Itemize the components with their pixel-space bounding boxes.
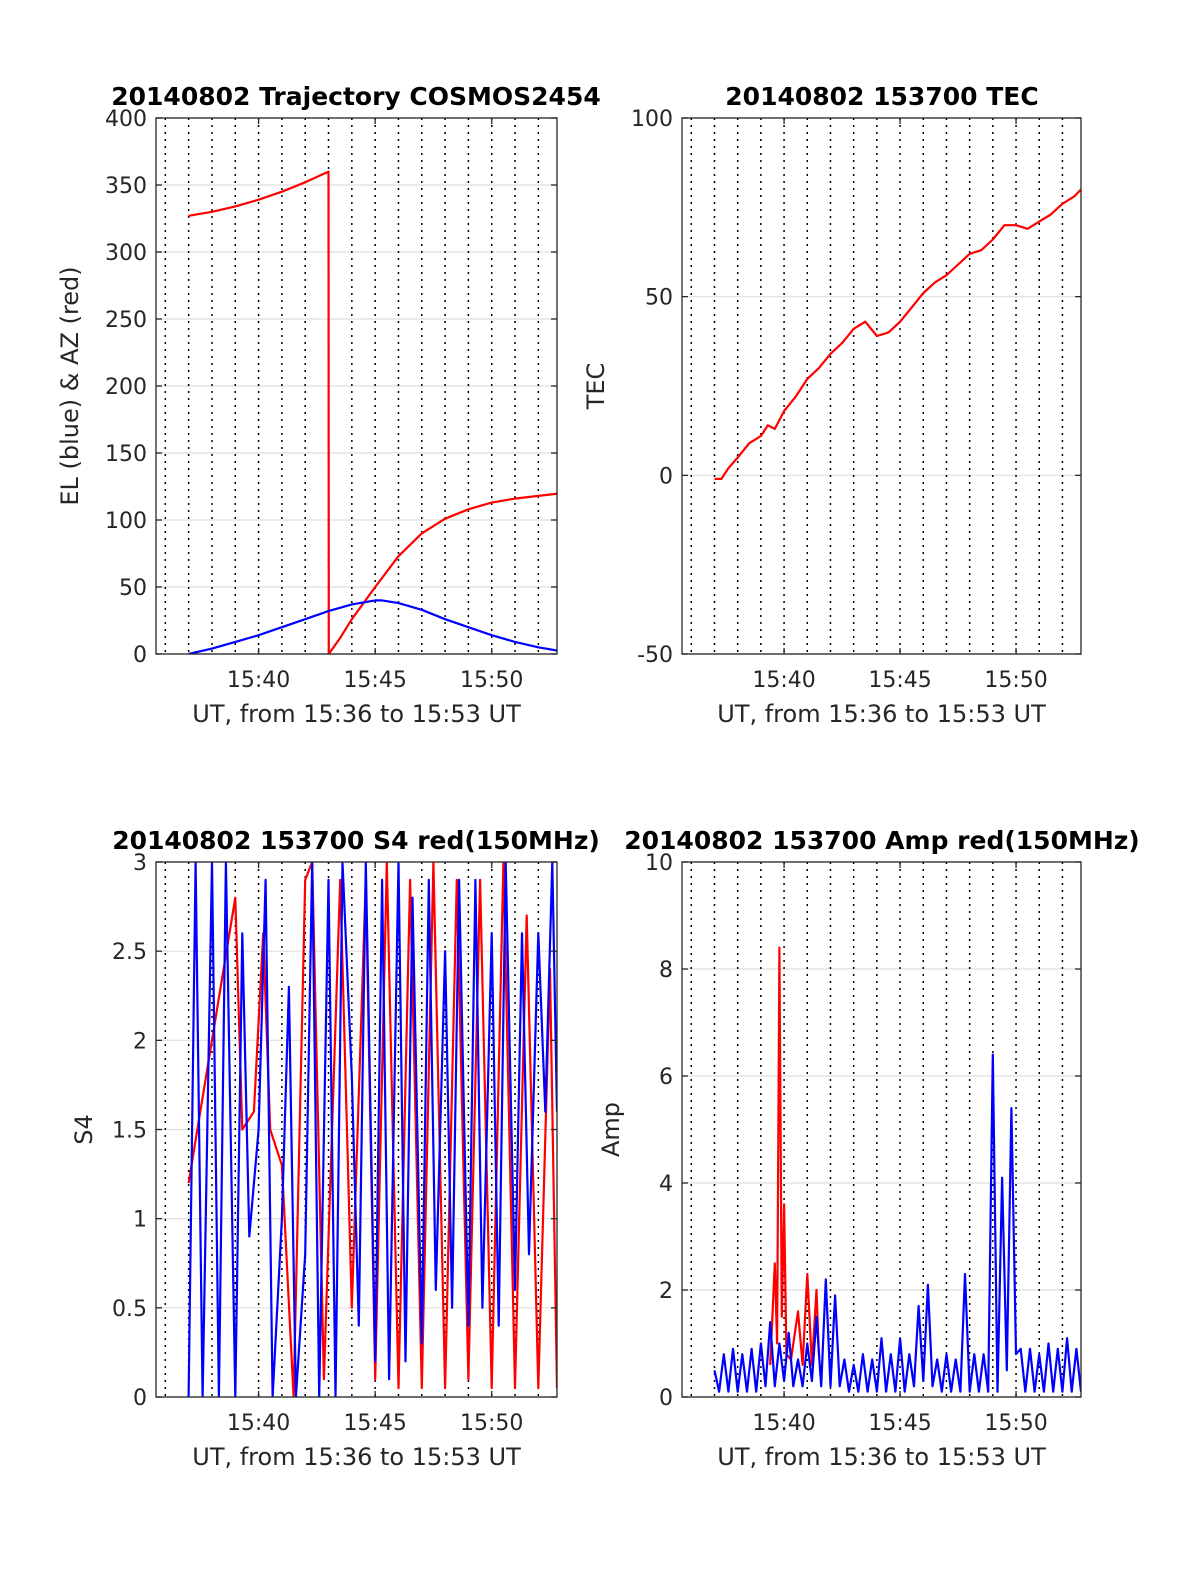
axes-frame xyxy=(681,861,1082,1398)
x-tick-label: 15:50 xyxy=(460,668,523,693)
series-line-trajectory-1 xyxy=(188,599,557,654)
x-tick-label: 15:50 xyxy=(460,1411,523,1436)
y-tick-label: 2 xyxy=(133,1029,147,1054)
x-tick-label: 15:40 xyxy=(752,668,815,693)
y-tick-label: 10 xyxy=(645,851,673,876)
series-line-trajectory-0 xyxy=(188,170,557,654)
y-tick-label: 3 xyxy=(133,851,147,876)
y-tick-label: 0 xyxy=(659,464,673,489)
y-tick-label: 400 xyxy=(105,107,147,132)
y-tick-label: 4 xyxy=(659,1172,673,1197)
x-tick-label: 15:40 xyxy=(227,668,290,693)
y-tick-label: 50 xyxy=(645,286,673,311)
y-tick-label: 0 xyxy=(659,1386,673,1411)
x-tick-label: 15:45 xyxy=(343,668,406,693)
y-tick-label: -50 xyxy=(637,643,673,668)
y-tick-label: 50 xyxy=(119,576,147,601)
y-tick-label: 250 xyxy=(105,308,147,333)
y-tick-label: 150 xyxy=(105,442,147,467)
x-tick-label: 15:50 xyxy=(984,1411,1047,1436)
y-tick-label: 2 xyxy=(659,1279,673,1304)
series-line-s4-0 xyxy=(187,862,557,1397)
y-tick-label: 1.5 xyxy=(112,1119,147,1144)
series-line-amp-1 xyxy=(713,1053,1081,1393)
x-axis-label: UT, from 15:36 to 15:53 UT xyxy=(717,700,1046,728)
y-axis-label: EL (blue) & AZ (red) xyxy=(56,266,84,505)
x-tick-label: 15:40 xyxy=(227,1411,290,1436)
x-tick-label: 15:40 xyxy=(752,1411,815,1436)
y-tick-label: 0 xyxy=(133,643,147,668)
x-tick-label: 15:45 xyxy=(868,668,931,693)
series-line-s4-1 xyxy=(187,862,557,1397)
series-line-tec-0 xyxy=(714,188,1081,480)
y-tick-label: 0.5 xyxy=(112,1297,147,1322)
y-axis-label: S4 xyxy=(70,1114,98,1145)
series-line-amp-0 xyxy=(769,946,820,1367)
y-tick-label: 100 xyxy=(105,509,147,534)
tec-plot: -50 0 50 100 15:40 15:45 15:50 20140802 153700 … xyxy=(582,82,1082,728)
y-tick-label: 0 xyxy=(133,1386,147,1411)
y-tick-label: 300 xyxy=(105,241,147,266)
y-axis-label: Amp xyxy=(597,1102,625,1157)
x-tick-label: 15:45 xyxy=(343,1411,406,1436)
y-tick-label: 100 xyxy=(631,107,673,132)
y-tick-label: 1 xyxy=(133,1208,147,1233)
y-tick-label: 200 xyxy=(105,375,147,400)
x-axis-label: UT, from 15:36 to 15:53 UT xyxy=(717,1443,1046,1471)
y-axis-label: TEC xyxy=(582,363,610,411)
x-tick-label: 15:50 xyxy=(984,668,1047,693)
s4-plot: 0 0.5 1 1.5 2 2.5 3 15:40 15:45 15:50 20140802 153… xyxy=(70,826,600,1471)
plot-title: 20140802 153700 Amp red(150MHz) xyxy=(624,826,1140,855)
y-tick-label: 6 xyxy=(659,1065,673,1090)
x-axis-label: UT, from 15:36 to 15:53 UT xyxy=(192,700,521,728)
plot-title: 20140802 153700 TEC xyxy=(725,82,1038,111)
axes-frame xyxy=(681,117,1082,655)
y-tick-label: 2.5 xyxy=(112,940,147,965)
amp-plot: 0 2 4 6 8 10 15:40 15:45 15:50 20140802 153700 Am… xyxy=(597,826,1140,1471)
plot-title: 20140802 Trajectory COSMOS2454 xyxy=(111,82,601,111)
y-tick-label: 8 xyxy=(659,958,673,983)
x-axis-label: UT, from 15:36 to 15:53 UT xyxy=(192,1443,521,1471)
x-tick-label: 15:45 xyxy=(868,1411,931,1436)
trajectory-plot: 0 50 100 150 200 250 300 350 400 15:40 15:45 15:50 2… xyxy=(56,82,601,728)
plot-title: 20140802 153700 S4 red(150MHz) xyxy=(112,826,600,855)
y-tick-label: 350 xyxy=(105,174,147,199)
